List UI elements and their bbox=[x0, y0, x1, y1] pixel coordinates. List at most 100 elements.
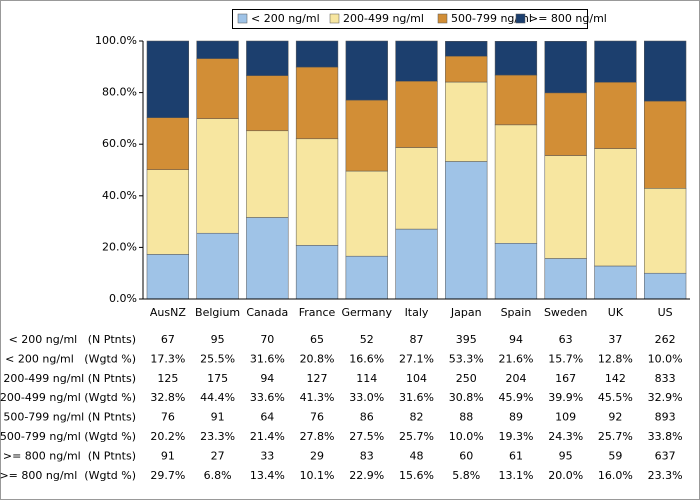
table-cell: 88 bbox=[459, 411, 473, 424]
y-tick-label: 80.0% bbox=[102, 86, 137, 99]
table-cell: 637 bbox=[655, 449, 676, 462]
table-cell: 20.8% bbox=[300, 352, 335, 365]
x-tick-label: Japan bbox=[450, 306, 482, 319]
bar-segment bbox=[494, 243, 538, 300]
bar-segment bbox=[644, 188, 687, 274]
table-cell: 31.6% bbox=[250, 352, 285, 365]
table-cell: 39.9% bbox=[548, 391, 583, 404]
table-cell: 167 bbox=[555, 372, 576, 385]
legend-box bbox=[232, 9, 588, 29]
bar-segment bbox=[445, 81, 488, 162]
table-cell: 61 bbox=[509, 449, 523, 462]
table-cell: 127 bbox=[307, 372, 328, 385]
table-cell: 67 bbox=[161, 333, 175, 346]
bar-segment bbox=[644, 40, 687, 102]
bar-segment bbox=[196, 58, 239, 119]
bar-segment bbox=[594, 265, 637, 300]
table-cell: 32.9% bbox=[648, 391, 683, 404]
table-row-label: >= 800 ng/ml (Wgtd %) bbox=[0, 469, 136, 482]
table-cell: 23.3% bbox=[648, 469, 683, 482]
table-cell: 21.4% bbox=[250, 430, 285, 443]
x-tick-label: Spain bbox=[501, 306, 532, 319]
bar-segment bbox=[196, 118, 239, 234]
table-cell: 63 bbox=[559, 333, 573, 346]
table-cell: 82 bbox=[410, 411, 424, 424]
x-tick-label: AusNZ bbox=[150, 306, 186, 319]
legend-swatch bbox=[237, 13, 248, 24]
x-tick-label: UK bbox=[608, 306, 624, 319]
table-cell: 104 bbox=[406, 372, 427, 385]
table-cell: 27.5% bbox=[349, 430, 384, 443]
table-cell: 13.1% bbox=[498, 469, 533, 482]
table-cell: 95 bbox=[211, 333, 225, 346]
bar-segment bbox=[246, 40, 289, 76]
table-cell: 25.7% bbox=[598, 430, 633, 443]
bar-segment bbox=[196, 40, 239, 59]
legend-label: < 200 ng/ml bbox=[251, 12, 320, 25]
table-cell: 44.4% bbox=[200, 391, 235, 404]
bar-segment bbox=[345, 40, 388, 101]
legend-swatch bbox=[329, 13, 340, 24]
table-cell: 16.0% bbox=[598, 469, 633, 482]
table-cell: 31.6% bbox=[399, 391, 434, 404]
bar-segment bbox=[395, 147, 438, 230]
table-row-label: 500-799 ng/ml (N Ptnts) bbox=[3, 411, 136, 424]
table-cell: 89 bbox=[509, 411, 523, 424]
bar-segment bbox=[494, 74, 538, 126]
bar-segment bbox=[395, 228, 438, 300]
x-tick-label: US bbox=[658, 306, 673, 319]
y-tick-label: 20.0% bbox=[102, 240, 137, 253]
legend-label: 200-499 ng/ml bbox=[343, 12, 424, 25]
table-cell: 23.3% bbox=[200, 430, 235, 443]
table-cell: 64 bbox=[260, 411, 274, 424]
table-cell: 91 bbox=[211, 411, 225, 424]
table-cell: 83 bbox=[360, 449, 374, 462]
table-cell: 25.7% bbox=[399, 430, 434, 443]
table-cell: 109 bbox=[555, 411, 576, 424]
table-cell: 65 bbox=[310, 333, 324, 346]
table-cell: 53.3% bbox=[449, 352, 484, 365]
bar-segment bbox=[246, 75, 289, 132]
legend-label: 500-799 ng/ml bbox=[451, 12, 532, 25]
bar-segment bbox=[594, 40, 637, 83]
table-cell: 27 bbox=[211, 449, 225, 462]
bar-segment bbox=[146, 117, 189, 170]
table-cell: 27.8% bbox=[300, 430, 335, 443]
bar-segment bbox=[146, 169, 189, 255]
table-cell: 45.9% bbox=[498, 391, 533, 404]
table-cell: 17.3% bbox=[150, 352, 185, 365]
table-cell: 33.0% bbox=[349, 391, 384, 404]
table-cell: 21.6% bbox=[498, 352, 533, 365]
bar-segment bbox=[544, 258, 587, 300]
table-row-label: < 200 ng/ml (Wgtd %) bbox=[5, 352, 136, 365]
table-cell: 41.3% bbox=[300, 391, 335, 404]
table-cell: 29 bbox=[310, 449, 324, 462]
y-tick-label: 100.0% bbox=[95, 34, 137, 47]
table-cell: 262 bbox=[655, 333, 676, 346]
bar-segment bbox=[644, 100, 687, 189]
bar-segment bbox=[345, 170, 388, 257]
bar-segment bbox=[295, 138, 339, 246]
table-cell: 893 bbox=[655, 411, 676, 424]
table-cell: 114 bbox=[356, 372, 377, 385]
table-cell: 6.8% bbox=[204, 469, 232, 482]
x-tick-label: Canada bbox=[246, 306, 288, 319]
bar-segment bbox=[345, 99, 388, 172]
table-row-label: 500-799 ng/ml (Wgtd %) bbox=[0, 430, 136, 443]
table-cell: 10.0% bbox=[648, 352, 683, 365]
bar-segment bbox=[494, 41, 538, 76]
table-cell: 87 bbox=[410, 333, 424, 346]
table-cell: 59 bbox=[608, 449, 622, 462]
table-cell: 19.3% bbox=[498, 430, 533, 443]
table-cell: 10.0% bbox=[449, 430, 484, 443]
table-row-label: < 200 ng/ml (N Ptnts) bbox=[9, 333, 136, 346]
table-cell: 13.4% bbox=[250, 469, 285, 482]
table-row-label: 200-499 ng/ml (Wgtd %) bbox=[0, 391, 136, 404]
table-cell: 204 bbox=[505, 372, 526, 385]
table-cell: 15.6% bbox=[399, 469, 434, 482]
table-cell: 125 bbox=[157, 372, 178, 385]
x-tick-label: France bbox=[299, 306, 336, 319]
table-cell: 70 bbox=[260, 333, 274, 346]
table-cell: 20.2% bbox=[150, 430, 185, 443]
table-cell: 76 bbox=[161, 411, 175, 424]
